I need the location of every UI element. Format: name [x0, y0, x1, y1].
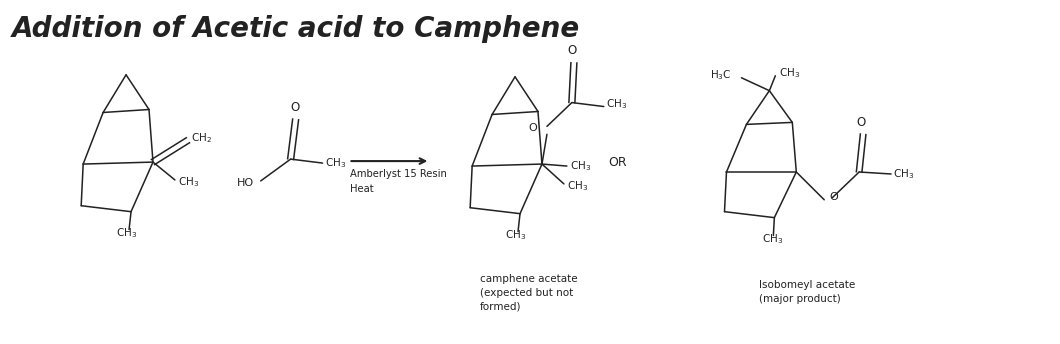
- Text: formed): formed): [480, 302, 522, 312]
- Text: CH$_3$: CH$_3$: [762, 233, 783, 246]
- Text: (major product): (major product): [759, 294, 842, 304]
- Text: HO: HO: [236, 178, 253, 188]
- Text: (expected but not: (expected but not: [480, 288, 573, 298]
- Text: O: O: [290, 101, 299, 114]
- Text: O: O: [529, 123, 537, 133]
- Text: CH$_3$: CH$_3$: [606, 98, 628, 111]
- Text: CH$_3$: CH$_3$: [178, 175, 199, 189]
- Text: O: O: [567, 44, 577, 57]
- Text: H$_3$C: H$_3$C: [710, 68, 731, 82]
- Text: CH$_3$: CH$_3$: [324, 156, 346, 170]
- Text: O: O: [829, 192, 838, 202]
- Text: CH$_3$: CH$_3$: [570, 159, 591, 173]
- Text: OR: OR: [608, 155, 628, 169]
- Text: CH$_3$: CH$_3$: [117, 227, 138, 240]
- Text: CH$_2$: CH$_2$: [191, 131, 212, 145]
- Text: Addition of Acetic acid to Camphene: Addition of Acetic acid to Camphene: [12, 15, 580, 43]
- Text: CH$_3$: CH$_3$: [567, 179, 588, 193]
- Text: CH$_3$: CH$_3$: [779, 66, 800, 80]
- Text: camphene acetate: camphene acetate: [480, 274, 578, 284]
- Text: CH$_3$: CH$_3$: [506, 228, 527, 243]
- Text: O: O: [856, 116, 866, 129]
- Text: CH$_3$: CH$_3$: [893, 167, 915, 181]
- Text: Amberlyst 15 Resin: Amberlyst 15 Resin: [351, 169, 447, 179]
- Text: Isobomeyl acetate: Isobomeyl acetate: [759, 280, 855, 290]
- Text: Heat: Heat: [351, 184, 374, 194]
